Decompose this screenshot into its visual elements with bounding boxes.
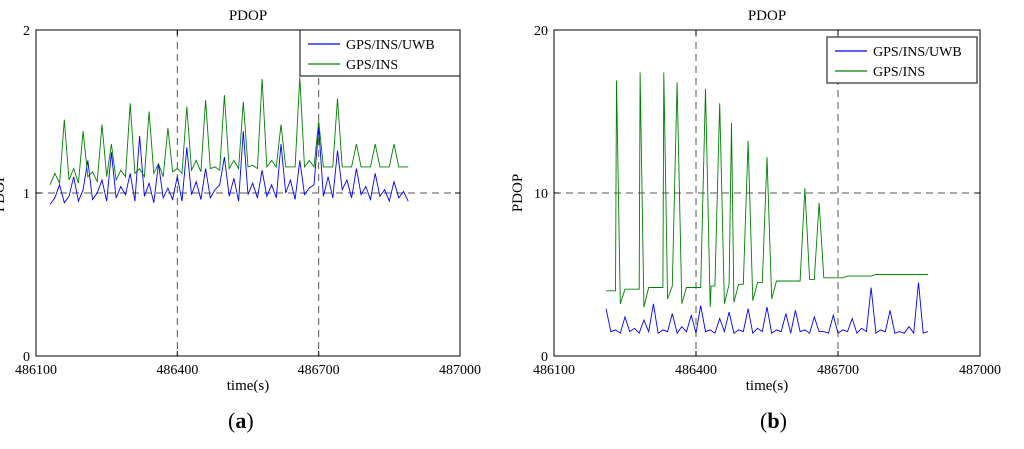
chart-panel-b: 486100 486400 486700 487000 0 10 20 PDOP time(s)… bbox=[510, 0, 1024, 444]
y-tick-label: 0 bbox=[541, 350, 548, 365]
chart-a-svg: 486100 486400 486700 487000 0 1 2 PDOP time(s) PD… bbox=[0, 8, 481, 394]
panel-label-a: (a) bbox=[228, 408, 254, 433]
x-tick-label: 486400 bbox=[156, 363, 198, 378]
panel-label-b: (b) bbox=[760, 408, 787, 433]
y-tick-label: 1 bbox=[23, 187, 30, 202]
x-tick-label: 487000 bbox=[959, 363, 1001, 378]
chart-b-svg: 486100 486400 486700 487000 0 10 20 PDOP time(s)… bbox=[510, 8, 1001, 394]
x-tick-label: 486100 bbox=[533, 363, 575, 378]
chart-panel-a: 486100 486400 486700 487000 0 1 2 PDOP time(s) PD… bbox=[0, 0, 512, 444]
x-tick-label: 486400 bbox=[675, 363, 717, 378]
series-line-gps-ins bbox=[49, 77, 409, 185]
legend-label-gps-ins-uwb: GPS/INS/UWB bbox=[873, 45, 962, 60]
panel-label-b-letter: b bbox=[767, 408, 780, 433]
legend-label-gps-ins-uwb: GPS/INS/UWB bbox=[346, 38, 435, 53]
y-tick-label: 0 bbox=[23, 350, 30, 365]
x-tick-label: 486700 bbox=[817, 363, 859, 378]
x-axis-label: time(s) bbox=[227, 378, 270, 394]
series-line-gps-ins bbox=[606, 72, 928, 308]
legend-box bbox=[299, 29, 461, 77]
legend: GPS/INS/UWB GPS/INS bbox=[299, 29, 461, 77]
x-tick-label: 487000 bbox=[439, 363, 481, 378]
chart-title: PDOP bbox=[748, 8, 786, 24]
x-axis-label: time(s) bbox=[746, 378, 789, 394]
legend-box bbox=[826, 36, 978, 84]
legend-label-gps-ins: GPS/INS bbox=[873, 65, 925, 80]
y-tick-label: 2 bbox=[23, 24, 30, 39]
x-tick-label: 486100 bbox=[15, 363, 57, 378]
y-axis-label: PDOP bbox=[512, 174, 526, 212]
y-tick-label: 10 bbox=[534, 187, 548, 202]
panel-label-a-letter: a bbox=[235, 408, 247, 433]
x-tick-label: 486700 bbox=[298, 363, 340, 378]
legend-label-gps-ins: GPS/INS bbox=[346, 58, 398, 73]
series-line-gps-ins-uwb bbox=[49, 127, 409, 205]
y-tick-label: 20 bbox=[534, 24, 548, 39]
series-line-gps-ins-uwb bbox=[605, 282, 929, 335]
legend: GPS/INS/UWB GPS/INS bbox=[826, 36, 978, 84]
chart-title: PDOP bbox=[229, 8, 267, 24]
y-axis-label: PDOP bbox=[0, 174, 8, 212]
